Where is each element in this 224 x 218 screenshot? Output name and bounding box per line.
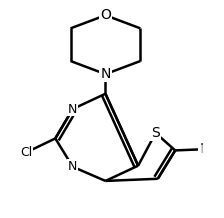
Text: N: N [100,67,111,81]
Text: I: I [199,142,203,156]
Text: O: O [100,8,111,22]
Text: Cl: Cl [20,146,32,159]
Text: i: i [200,143,203,156]
Text: S: S [151,126,160,140]
Text: N: N [68,160,78,173]
Text: i: i [199,142,203,156]
Text: N: N [68,102,78,116]
